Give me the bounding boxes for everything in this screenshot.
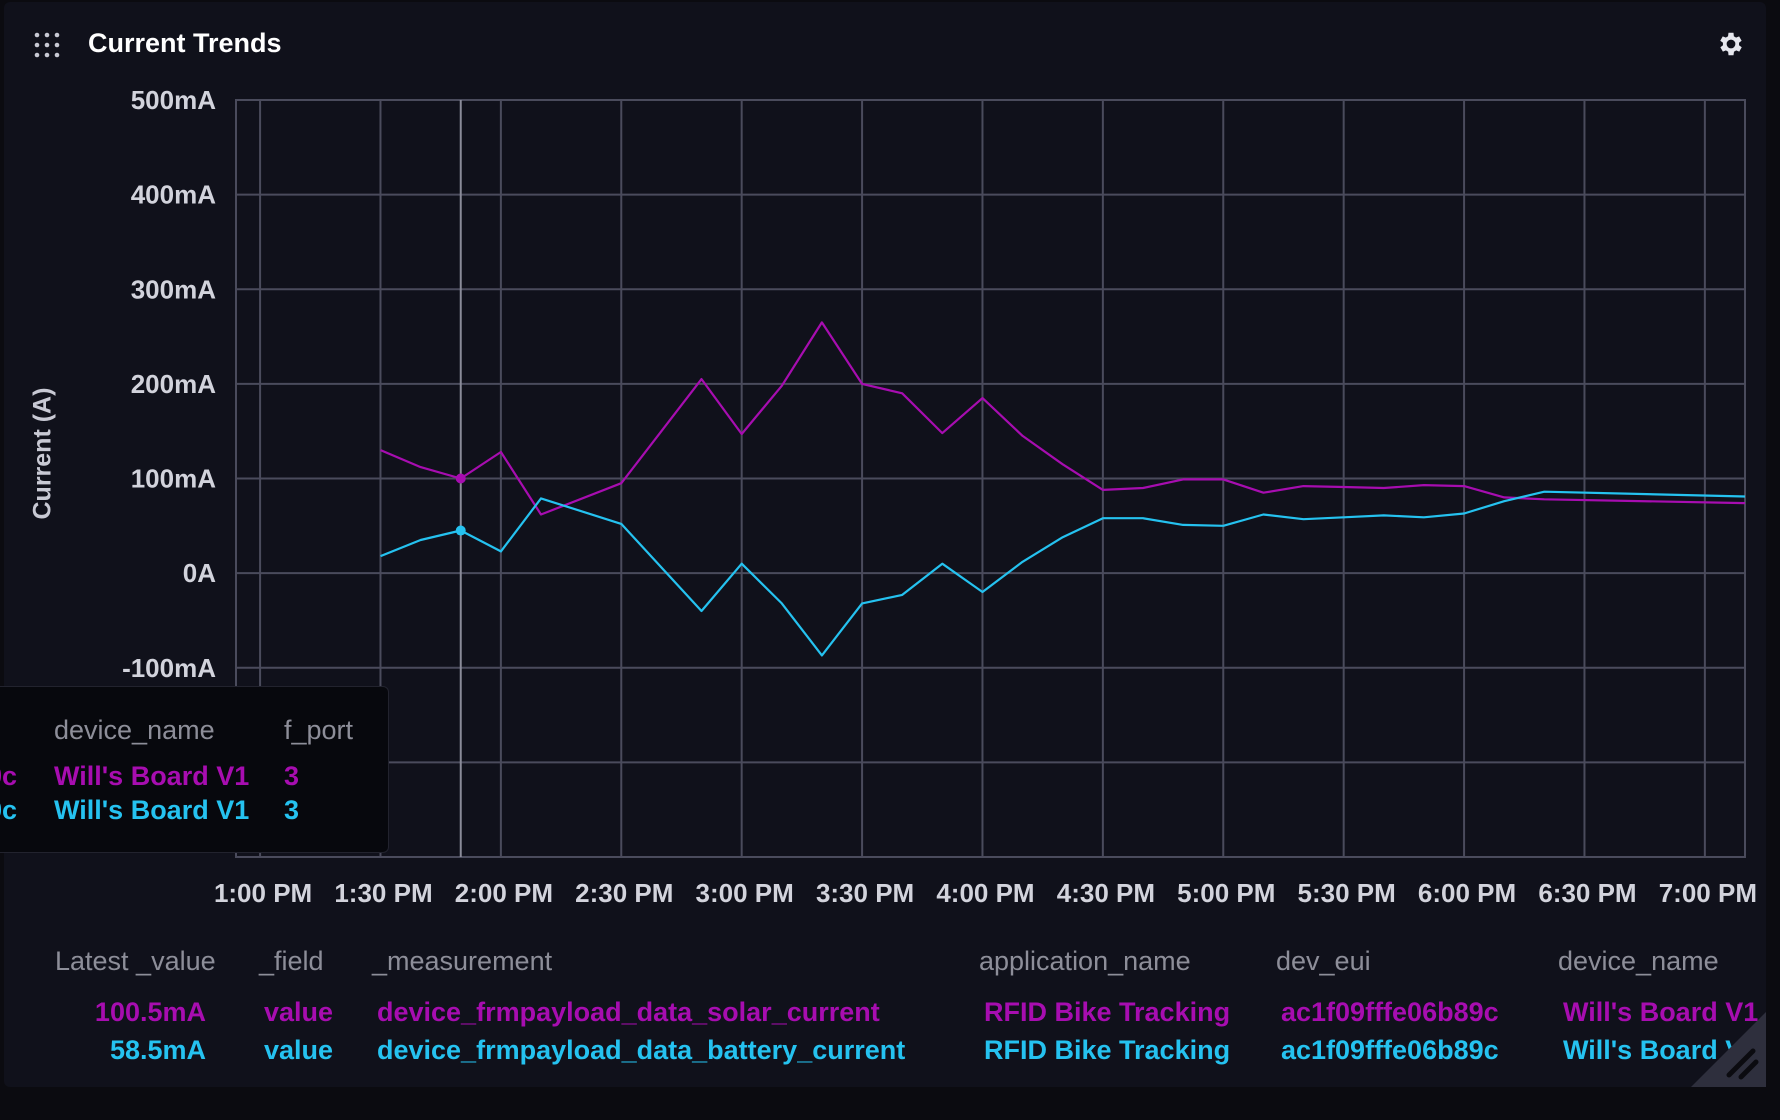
current-trends-panel: Current Trends Current (A) — [4, 2, 1766, 1087]
y-tick-label: 400mA — [131, 180, 216, 210]
hover-tooltip: device_name f_port ac1f09fffe06b89c Will… — [0, 686, 389, 853]
y-tick-label: 300mA — [131, 274, 216, 304]
x-tick-label: 3:30 PM — [816, 878, 914, 908]
y-tick-label: 0A — [183, 558, 216, 588]
hover-point — [455, 473, 466, 484]
y-tick-label: -100mA — [122, 653, 216, 683]
x-tick-label: 5:30 PM — [1298, 878, 1396, 908]
gear-icon[interactable] — [1716, 29, 1746, 59]
x-tick-label: 6:00 PM — [1418, 878, 1516, 908]
x-tick-label: 3:00 PM — [696, 878, 794, 908]
hover-point — [455, 525, 466, 536]
x-tick-label: 1:30 PM — [334, 878, 432, 908]
x-tick-label: 1:00 PM — [214, 878, 312, 908]
tooltip-device-name: Will's Board V1 — [54, 761, 250, 791]
x-tick-label: 7:00 PM — [1659, 878, 1757, 908]
panel-title: Current Trends — [88, 28, 282, 58]
tooltip-dev-eui: ac1f09fffe06b89c — [0, 761, 17, 791]
x-tick-label: 2:30 PM — [575, 878, 673, 908]
tooltip-f-port: 3 — [284, 761, 300, 791]
drag-handle-icon[interactable] — [34, 32, 60, 58]
x-tick-label: 4:30 PM — [1057, 878, 1155, 908]
resize-handle-icon[interactable] — [1691, 1012, 1766, 1087]
tooltip-f-port: 3 — [284, 795, 300, 825]
tooltip-header-device-name: device_name — [54, 715, 215, 745]
y-tick-label: 200mA — [131, 369, 216, 399]
series-line-battery-current — [380, 490, 1746, 657]
y-tick-label: 500mA — [131, 85, 216, 115]
series-line-solar-current — [380, 321, 1746, 516]
tooltip-dev-eui: ac1f09fffe06b89c — [0, 795, 17, 825]
x-tick-label: 2:00 PM — [455, 878, 553, 908]
tooltip-header-f-port: f_port — [284, 715, 354, 745]
tooltip-device-name: Will's Board V1 — [54, 795, 250, 825]
x-tick-label: 4:00 PM — [936, 878, 1034, 908]
x-tick-label: 5:00 PM — [1177, 878, 1275, 908]
x-tick-label: 6:30 PM — [1538, 878, 1636, 908]
y-tick-label: 100mA — [131, 464, 216, 494]
